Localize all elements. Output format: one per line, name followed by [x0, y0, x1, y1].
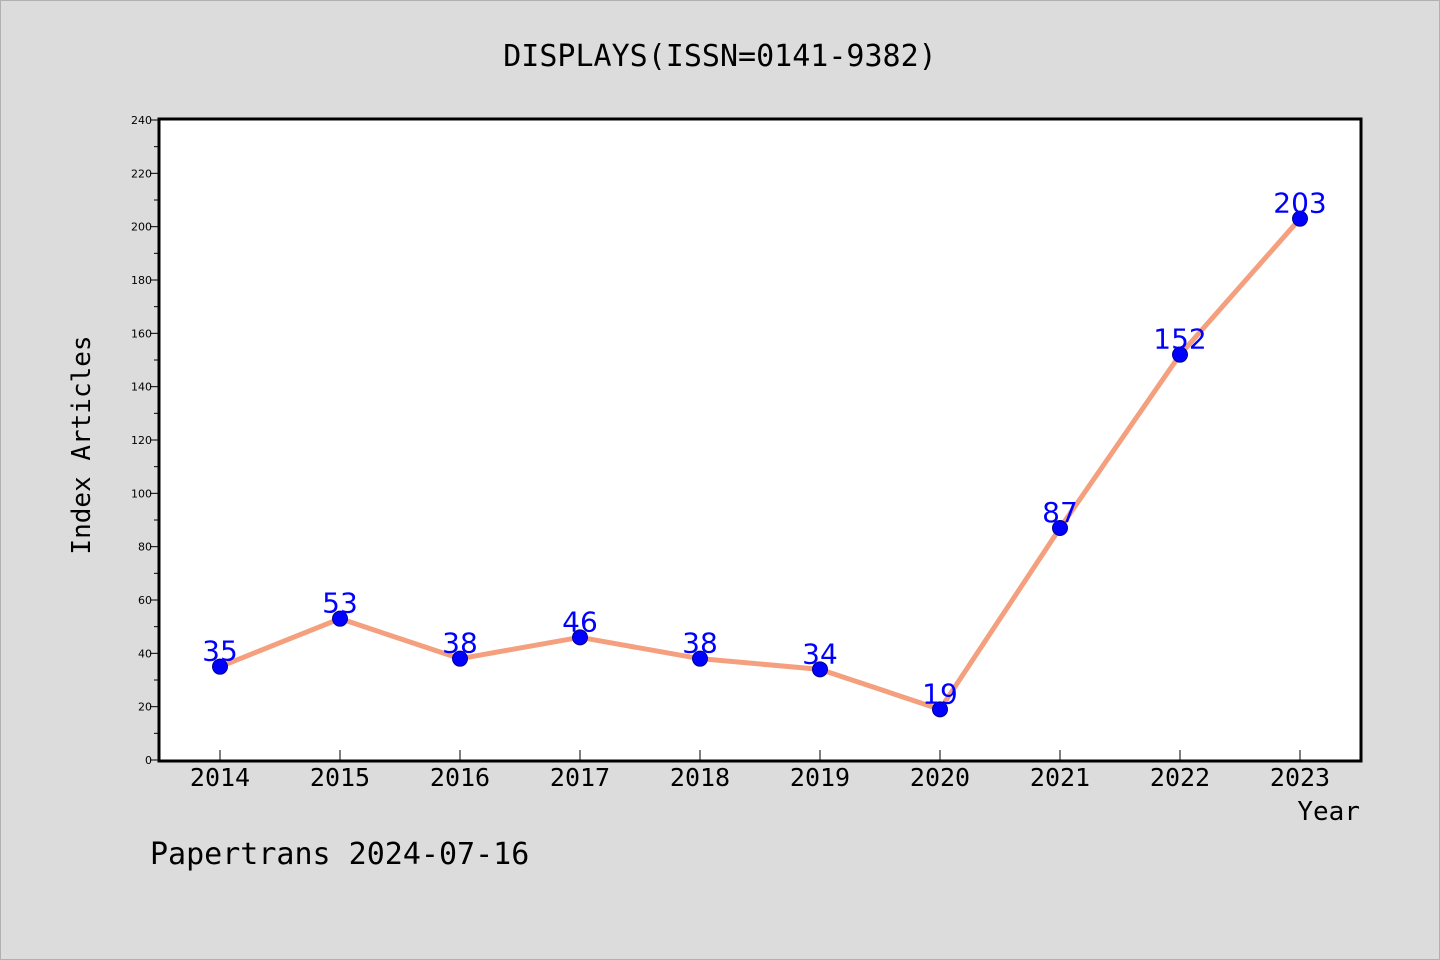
y-tick-label: 100: [131, 487, 152, 500]
data-label: 35: [202, 635, 238, 668]
x-tick-label: 2017: [550, 763, 610, 792]
data-label: 53: [322, 587, 358, 620]
data-point: [572, 629, 588, 646]
data-label: 152: [1153, 323, 1206, 356]
data-label: 38: [682, 627, 718, 660]
y-tick-label: 200: [131, 221, 152, 234]
series-markers: [212, 210, 1308, 718]
y-tick-label: 40: [138, 647, 152, 660]
x-tick-label: 2022: [1150, 763, 1210, 792]
data-label: 34: [802, 637, 838, 670]
x-tick-label: 2014: [190, 763, 250, 792]
data-point: [1172, 346, 1188, 363]
y-tick-label: 180: [131, 274, 152, 287]
y-tick-label: 0: [145, 754, 152, 767]
data-label: 87: [1042, 496, 1078, 529]
x-tick-label: 2021: [1030, 763, 1090, 792]
y-tick-label: 140: [131, 381, 152, 394]
x-tick-label: 2019: [790, 763, 850, 792]
data-point: [1292, 210, 1308, 227]
footer-text: Papertrans 2024-07-16: [150, 837, 529, 872]
y-tick-label: 120: [131, 434, 152, 447]
plot-area: [157, 117, 1363, 763]
data-point: [332, 610, 348, 627]
data-point: [692, 650, 708, 667]
series-polyline: [217, 216, 1303, 712]
data-point: [1052, 520, 1068, 536]
data-labels: 35 53 38 46 38 34 19 87 152 203: [202, 187, 1327, 711]
y-axis-label: Index Articles: [67, 335, 97, 554]
data-point: [932, 701, 948, 718]
x-axis-label: Year: [1297, 797, 1360, 827]
data-point: [812, 661, 828, 678]
data-point: [212, 658, 228, 675]
x-tick-label: 2020: [910, 763, 970, 792]
x-tick-label: 2018: [670, 763, 730, 792]
y-tick-label: 80: [138, 541, 152, 554]
chart-title: DISPLAYS(ISSN=0141-9382): [503, 39, 936, 74]
x-tick-label: 2016: [430, 763, 490, 792]
x-tick-label: 2015: [310, 763, 370, 792]
y-tick-label: 20: [138, 701, 152, 714]
y-tick-label: 220: [131, 167, 152, 180]
y-tick-label: 60: [138, 594, 152, 607]
data-label: 46: [562, 605, 598, 638]
x-tick-label: 2023: [1270, 763, 1330, 792]
series-line: [217, 216, 1303, 712]
y-tick-label: 160: [131, 327, 152, 340]
x-axis: 2014 2015 2016 2017 2018 2019 2020 2021 2022 2023: [190, 750, 1330, 792]
data-label: 203: [1273, 187, 1326, 220]
y-axis: 0 20 40 60 80 100 120 140 160 180 200 220 240: [131, 114, 160, 767]
data-label: 38: [442, 627, 478, 660]
data-point: [452, 650, 468, 667]
data-label: 19: [922, 677, 958, 710]
y-tick-label: 240: [131, 114, 152, 127]
